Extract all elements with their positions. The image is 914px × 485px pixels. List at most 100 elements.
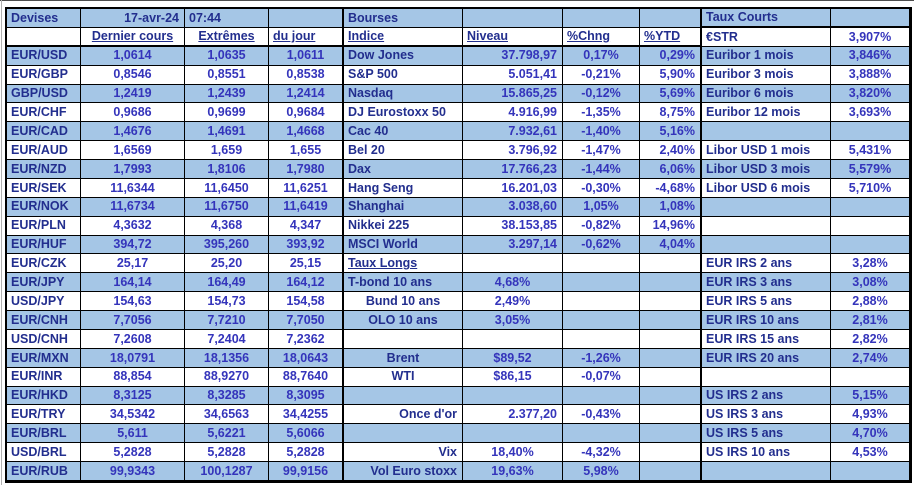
devises-extremes: 11,6750 — [185, 197, 269, 217]
bourses-chng: -1,47% — [563, 141, 640, 161]
taux-courts-label: Euribor 3 mois — [702, 65, 831, 85]
taux-longs-label: Bund 10 ans — [344, 292, 463, 312]
devises-du-jour: 164,12 — [269, 273, 344, 293]
bourses-chng: -0,62% — [563, 235, 640, 255]
left-gridline — [1, 0, 2, 485]
devises-du-jour: 5,6066 — [269, 424, 344, 444]
devises-extremes: 5,2828 — [185, 443, 269, 463]
empty-cell — [563, 9, 640, 28]
commodity-value: $86,15 — [463, 367, 563, 387]
libor-label: Libor USD 3 mois — [702, 160, 831, 179]
devises-pair: EUR/CZK — [7, 254, 81, 274]
eur-irs-label: EUR IRS 2 ans — [702, 254, 831, 274]
empty-cell — [640, 329, 702, 349]
devises-dernier-cours: 5,2828 — [81, 443, 185, 463]
empty-cell — [463, 254, 563, 274]
col-header-ytd: %YTD — [640, 27, 702, 47]
eur-irs-value: 2,74% — [831, 348, 910, 368]
devises-pair: EUR/JPY — [7, 273, 81, 293]
devises-extremes: 1,0635 — [185, 46, 269, 66]
empty-cell — [831, 462, 910, 481]
bourses-chng: 0,17% — [563, 46, 640, 66]
bourses-ytd: -4,68% — [640, 178, 702, 198]
commodity-value: 2.377,20 — [463, 405, 563, 425]
devises-du-jour: 25,15 — [269, 254, 344, 274]
devises-pair: EUR/NZD — [7, 160, 81, 179]
devises-du-jour: 1,4668 — [269, 122, 344, 142]
eur-irs-label: EUR IRS 5 ans — [702, 292, 831, 312]
empty-cell — [702, 197, 831, 217]
bourses-ytd: 5,90% — [640, 65, 702, 85]
empty-cell — [563, 311, 640, 330]
devises-dernier-cours: 18,0791 — [81, 348, 185, 368]
devises-du-jour: 99,9156 — [269, 462, 344, 481]
empty-cell — [702, 235, 831, 255]
taux-courts-label: Euribor 1 mois — [702, 46, 831, 66]
taux-courts-label: Euribor 6 mois — [702, 84, 831, 104]
devises-extremes: 1,8106 — [185, 160, 269, 179]
empty-cell — [563, 329, 640, 349]
devises-pair: EUR/PLN — [7, 216, 81, 236]
date-label: 17-avr-24 — [81, 9, 185, 28]
devises-pair: GBP/USD — [7, 84, 81, 104]
empty-cell — [640, 443, 702, 463]
eur-irs-value: 3,28% — [831, 254, 910, 274]
devises-extremes: 7,7210 — [185, 311, 269, 330]
devises-pair: EUR/TRY — [7, 405, 81, 425]
devises-extremes: 0,8551 — [185, 65, 269, 85]
empty-cell — [269, 9, 344, 28]
empty-cell — [7, 27, 81, 47]
empty-cell — [831, 122, 910, 142]
bourses-chng: -1,44% — [563, 160, 640, 179]
bourses-indice: Bel 20 — [344, 141, 463, 161]
empty-cell — [702, 122, 831, 142]
taux-courts-label: €STR — [702, 27, 831, 47]
volatility-chng: -4,32% — [563, 443, 640, 463]
empty-cell — [344, 386, 463, 406]
devises-du-jour: 4,347 — [269, 216, 344, 236]
bourses-niveau: 5.051,41 — [463, 65, 563, 85]
bourses-chng: -1,40% — [563, 122, 640, 142]
empty-cell — [563, 424, 640, 444]
bourses-indice: MSCI World — [344, 235, 463, 255]
devises-du-jour: 154,58 — [269, 292, 344, 312]
col-header-niveau: Niveau — [463, 27, 563, 47]
bourses-ytd: 5,16% — [640, 122, 702, 142]
us-irs-value: 5,15% — [831, 386, 910, 406]
devises-extremes: 4,368 — [185, 216, 269, 236]
empty-cell — [831, 235, 910, 255]
devises-pair: EUR/AUD — [7, 141, 81, 161]
eur-irs-label: EUR IRS 3 ans — [702, 273, 831, 293]
volatility-value: 18,40% — [463, 443, 563, 463]
empty-cell — [640, 462, 702, 481]
empty-cell — [702, 367, 831, 387]
devises-du-jour: 0,9684 — [269, 103, 344, 123]
devises-extremes: 1,659 — [185, 141, 269, 161]
volatility-label: Vol Euro stoxx — [344, 462, 463, 481]
commodity-chng: -0,43% — [563, 405, 640, 425]
bourses-indice: Dax — [344, 160, 463, 179]
bourses-niveau: 37.798,97 — [463, 46, 563, 66]
devises-dernier-cours: 4,3632 — [81, 216, 185, 236]
devises-extremes: 11,6450 — [185, 178, 269, 198]
devises-extremes: 7,2404 — [185, 329, 269, 349]
devises-du-jour: 34,4255 — [269, 405, 344, 425]
commodity-label: WTI — [344, 367, 463, 387]
empty-cell — [640, 292, 702, 312]
eur-irs-label: EUR IRS 10 ans — [702, 311, 831, 330]
market-data-table: Devises 17-avr-24 07:44 Bourses Taux Courts D… — [5, 7, 912, 483]
bourses-ytd: 8,75% — [640, 103, 702, 123]
devises-pair: EUR/INR — [7, 367, 81, 387]
devises-dernier-cours: 11,6734 — [81, 197, 185, 217]
devises-dernier-cours: 34,5342 — [81, 405, 185, 425]
devises-du-jour: 0,8538 — [269, 65, 344, 85]
empty-cell — [640, 424, 702, 444]
devises-dernier-cours: 0,8546 — [81, 65, 185, 85]
empty-cell — [640, 9, 702, 28]
devises-du-jour: 1,7980 — [269, 160, 344, 179]
devises-du-jour: 7,2362 — [269, 329, 344, 349]
devises-du-jour: 88,7640 — [269, 367, 344, 387]
devises-dernier-cours: 7,2608 — [81, 329, 185, 349]
bourses-niveau: 4.916,99 — [463, 103, 563, 123]
commodity-value: $89,52 — [463, 348, 563, 368]
